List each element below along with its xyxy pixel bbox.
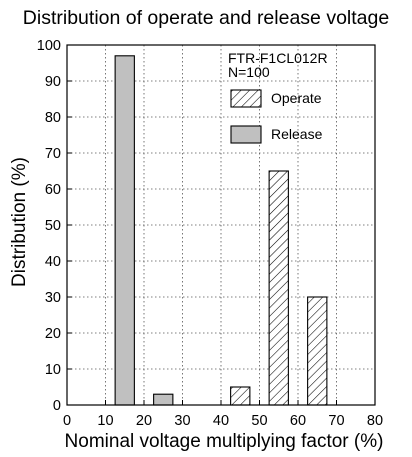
legend: Operate Release	[230, 89, 323, 144]
x-tick-label-50: 50	[251, 413, 267, 429]
ticks: 0 10 20 30 40 50 60 70 80 0 10 20 30 40 50 60 70 80 90 100	[37, 38, 383, 429]
y-tick-label-40: 40	[45, 254, 61, 270]
y-tick-label-60: 60	[45, 182, 61, 198]
x-tick-label-40: 40	[213, 413, 229, 429]
chart-title: Distribution of operate and release volt…	[23, 7, 389, 29]
bars	[114, 55, 328, 406]
y-axis-label: Distribution (%)	[9, 157, 30, 287]
legend-swatch-release	[230, 125, 262, 144]
legend-label-release: Release	[271, 126, 323, 142]
legend-label-operate: Operate	[271, 90, 322, 106]
x-tick-label-10: 10	[97, 413, 113, 429]
legend-swatch-operate	[230, 89, 262, 108]
grid	[67, 45, 375, 405]
x-tick-label-70: 70	[328, 413, 344, 429]
y-tick-label-100: 100	[37, 38, 61, 54]
bar-operate-42.5	[230, 386, 251, 406]
bar-release-22.5	[153, 393, 174, 406]
x-tick-label-80: 80	[367, 413, 383, 429]
x-tick-label-20: 20	[136, 413, 152, 429]
y-tick-label-10: 10	[45, 362, 61, 378]
y-tick-label-50: 50	[45, 218, 61, 234]
y-tick-label-80: 80	[45, 110, 61, 126]
x-tick-label-0: 0	[63, 413, 71, 429]
bar-operate-52.5	[268, 170, 289, 406]
bar-operate-62.5	[307, 296, 328, 406]
x-axis-label: Nominal voltage multiplying factor (%)	[65, 431, 384, 452]
y-tick-label-0: 0	[53, 398, 61, 414]
y-tick-label-30: 30	[45, 290, 61, 306]
y-tick-label-90: 90	[45, 74, 61, 90]
bar-release-12.5	[114, 55, 135, 406]
annotation: FTR-F1CL012R N=100	[228, 50, 328, 80]
model-annotation: FTR-F1CL012R	[228, 50, 328, 66]
x-tick-label-30: 30	[174, 413, 190, 429]
y-tick-label-70: 70	[45, 146, 61, 162]
y-tick-label-20: 20	[45, 326, 61, 342]
sample-size-annotation: N=100	[228, 64, 270, 80]
x-tick-label-60: 60	[290, 413, 306, 429]
